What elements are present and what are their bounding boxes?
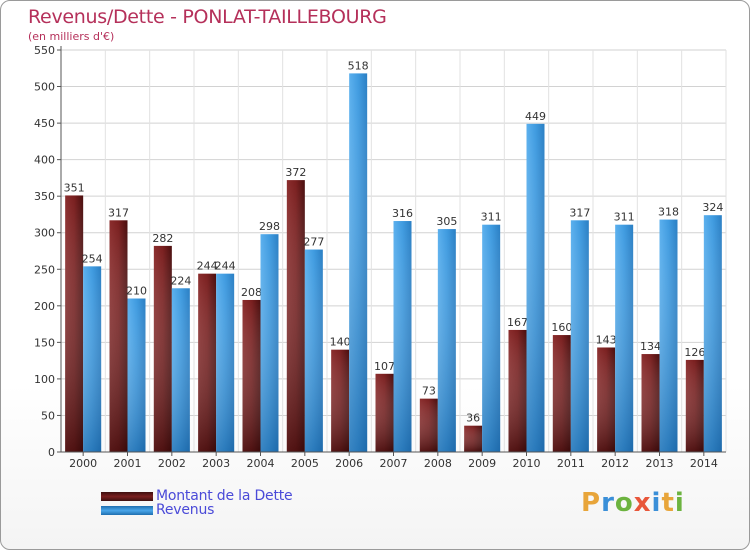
y-tick-label-550: 550 [34,44,55,57]
bar-shade-revenus-2008 [437,229,456,452]
data-label-dette-2002: 282 [152,232,173,245]
data-label-revenus-2009: 311 [481,211,502,224]
bar-shade-dette-2004 [242,299,261,452]
data-label-revenus-2011: 317 [569,206,590,219]
x-tick-label-2012: 2012 [601,457,629,470]
y-tick-label-100: 100 [34,373,55,386]
data-label-revenus-2001: 210 [126,285,147,298]
bar-shade-dette-2013 [641,354,660,452]
data-label-dette-2011: 160 [551,321,572,334]
x-tick-label-2000: 2000 [69,457,97,470]
bar-shade-revenus-2001 [127,298,146,452]
x-tick-label-2002: 2002 [158,457,186,470]
y-tick-label-500: 500 [34,81,55,94]
bar-shade-dette-2011 [552,335,571,452]
y-tick-label-150: 150 [34,336,55,349]
x-tick-label-2004: 2004 [247,457,275,470]
x-tick-label-2009: 2009 [468,457,496,470]
data-label-revenus-2004: 298 [259,220,280,233]
bar-shade-dette-2012 [597,347,616,452]
y-tick-label-450: 450 [34,117,55,130]
bar-shade-revenus-2009 [482,224,501,452]
data-label-revenus-2013: 318 [658,206,679,219]
bar-shade-revenus-2006 [349,73,368,452]
bar-shade-dette-2009 [464,425,483,452]
y-tick-label-50: 50 [41,409,55,422]
bar-shade-revenus-2005 [304,249,323,452]
data-label-dette-2014: 126 [684,346,705,359]
data-label-revenus-2002: 224 [170,274,191,287]
data-label-dette-2010: 167 [507,316,528,329]
chart-subtitle: (en milliers d'€) [28,30,115,43]
bar-shade-revenus-2007 [393,221,412,452]
bar-shade-dette-2003 [198,273,217,452]
data-label-dette-2000: 351 [64,181,85,194]
y-tick-label-300: 300 [34,227,55,240]
data-label-dette-2009: 36 [466,412,480,425]
y-tick-label-250: 250 [34,263,55,276]
bar-shade-dette-2002 [153,245,172,452]
y-tick-label-350: 350 [34,190,55,203]
bar-shade-revenus-2000 [83,266,102,452]
bar-shade-revenus-2014 [703,215,722,452]
bar-shade-revenus-2011 [570,220,589,452]
data-label-dette-2008: 73 [422,385,436,398]
data-label-dette-2006: 140 [330,336,351,349]
legend-label-revenus: Revenus [156,502,215,518]
x-tick-label-2006: 2006 [335,457,363,470]
data-label-dette-2012: 143 [596,333,617,346]
data-label-dette-2007: 107 [374,360,395,373]
chart-title: Revenus/Dette - PONLAT-TAILLEBOURG [28,6,387,28]
bar-shade-revenus-2003 [216,273,235,452]
legend-swatch-dette [101,491,153,501]
bar-shade-revenus-2002 [171,288,190,452]
bar-shade-dette-2000 [65,195,84,452]
x-tick-label-2010: 2010 [513,457,541,470]
bar-shade-revenus-2010 [526,123,545,453]
bar-shade-revenus-2012 [615,224,634,452]
data-label-dette-2005: 372 [285,166,306,179]
proxiti-logo: Proxiti [581,488,685,518]
data-label-revenus-2007: 316 [392,207,413,220]
y-tick-label-200: 200 [34,300,55,313]
bar-shade-dette-2001 [109,220,128,452]
data-label-dette-2001: 317 [108,206,129,219]
data-label-revenus-2012: 311 [614,211,635,224]
data-label-dette-2013: 134 [640,340,661,353]
bar-shade-dette-2008 [419,398,438,452]
bar-shade-dette-2010 [508,329,527,452]
legend-item-revenus: Revenus [101,502,215,518]
data-label-dette-2003: 244 [197,260,218,273]
x-tick-label-2008: 2008 [424,457,452,470]
x-tick-label-2011: 2011 [557,457,585,470]
x-tick-label-2013: 2013 [646,457,674,470]
legend-item-dette: Montant de la Dette [101,488,293,504]
data-label-revenus-2003: 244 [215,260,236,273]
data-label-revenus-2008: 305 [436,215,457,228]
y-tick-label-0: 0 [48,446,55,459]
data-label-revenus-2014: 324 [702,201,723,214]
bar-shade-dette-2014 [685,359,704,452]
y-tick-label-400: 400 [34,154,55,167]
x-tick-label-2005: 2005 [291,457,319,470]
data-label-revenus-2006: 518 [348,59,369,72]
data-label-revenus-2010: 449 [525,110,546,123]
data-label-revenus-2005: 277 [303,236,324,249]
legend-swatch-revenus [101,505,153,515]
x-tick-label-2001: 2001 [114,457,142,470]
x-tick-label-2007: 2007 [380,457,408,470]
bar-shade-revenus-2004 [260,234,279,452]
x-tick-label-2014: 2014 [690,457,718,470]
bar-shade-dette-2005 [286,180,305,453]
legend-label-dette: Montant de la Dette [156,488,293,504]
bar-shade-dette-2007 [375,373,394,452]
x-tick-label-2003: 2003 [202,457,230,470]
data-label-dette-2004: 208 [241,286,262,299]
bar-shade-revenus-2013 [659,219,678,452]
data-label-revenus-2000: 254 [82,252,103,265]
bar-shade-dette-2006 [331,349,350,452]
